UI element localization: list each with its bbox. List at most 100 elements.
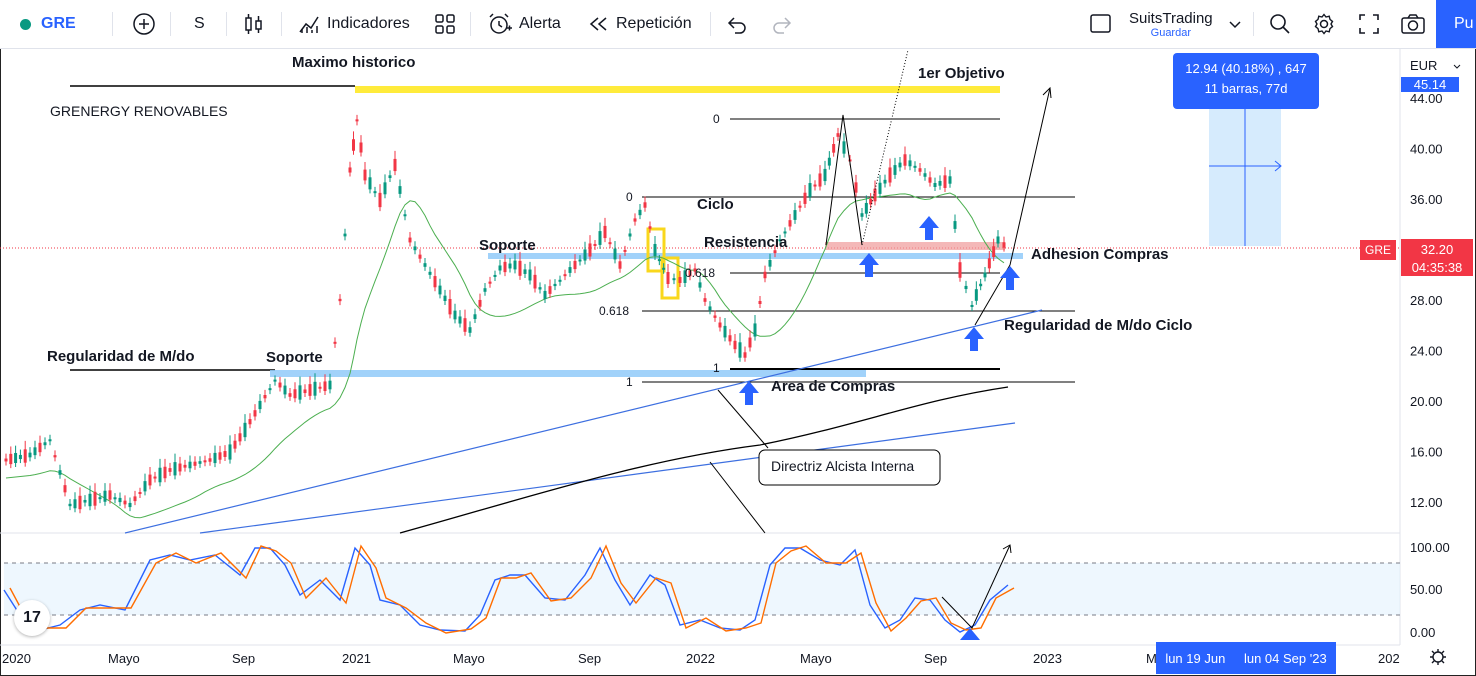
candles-icon [245, 14, 262, 34]
search-button[interactable] [1268, 0, 1292, 48]
time-axis[interactable]: 2020 Mayo Sep 2021 Mayo Sep 2022 Mayo Sep 2023 M 20… [2, 651, 1400, 666]
trendline-lower [199, 422, 1016, 534]
arrow-up-icon [1000, 266, 1020, 290]
projection-arrow [1042, 86, 1052, 99]
measure-line2: 11 barras, 77d [1204, 81, 1288, 96]
symbol-label: GRE [41, 15, 76, 32]
annotation-soporte2: Soporte [266, 349, 323, 366]
arrow-up-icon [964, 327, 984, 351]
fullscreen-button[interactable] [1358, 0, 1380, 48]
indicators-button[interactable]: Indicadores [297, 0, 410, 48]
annotation-max-hist: Maximo historico [292, 54, 415, 71]
settings-button[interactable] [1312, 0, 1336, 48]
date-range-start: lun 19 Jun [1165, 650, 1226, 666]
candles [4, 114, 1006, 514]
zigzag-line [825, 114, 863, 246]
dotted-projection [861, 49, 909, 246]
time-tick: M [1146, 651, 1157, 666]
time-tick: Mayo [108, 651, 140, 666]
time-tick: Sep [232, 651, 255, 666]
redo-icon [773, 17, 792, 34]
fullscreen-layout-toggle[interactable] [1089, 0, 1113, 48]
gear-icon [1432, 651, 1444, 663]
undo-icon [727, 17, 746, 34]
price-tick: 16.00 [1410, 444, 1443, 459]
layouts-button[interactable] [434, 0, 456, 48]
callout-line-2 [709, 461, 766, 534]
top-price-label: 45.14 [1401, 77, 1459, 92]
callout-line-1 [717, 389, 769, 449]
symbol-price-badge: GRE [1360, 240, 1396, 260]
divider [710, 12, 711, 36]
arrow-up-icon [919, 216, 939, 240]
layout-name-button[interactable]: SuitsTrading Guardar [1129, 0, 1213, 48]
top-toolbar: GRE S Indicadores Alerta Repetición Suit… [0, 0, 1476, 49]
search-icon [1270, 14, 1290, 34]
symbol-search[interactable]: GRE [20, 0, 76, 48]
osc-axis[interactable]: 100.00 50.00 0.00 [1410, 540, 1450, 640]
currency-label[interactable]: EUR [1410, 58, 1437, 73]
time-tick: 2022 [686, 651, 715, 666]
replay-button[interactable]: Repetición [588, 0, 692, 48]
annotation-soporte1: Soporte [479, 237, 536, 254]
fib-label-0b: 0 [626, 190, 633, 204]
time-tick: Mayo [453, 651, 485, 666]
alert-label: Alerta [519, 15, 561, 32]
indicators-icon [299, 16, 319, 33]
ma-50 [5, 192, 1005, 519]
countdown-label: 04:35:38 [1401, 258, 1473, 276]
gear-icon [1314, 13, 1334, 35]
stoch-d-line [9, 544, 1015, 634]
layout-menu-button[interactable] [1228, 0, 1242, 48]
settings-gear-small[interactable] [1430, 649, 1446, 665]
time-tick: 202 [1378, 651, 1400, 666]
price-tick: 28.00 [1410, 293, 1443, 308]
alarm-clock-icon [489, 13, 512, 34]
stoch-projection [941, 544, 1011, 629]
annotation-resistencia: Resistencia [704, 234, 788, 251]
divider [226, 12, 227, 36]
divider [281, 12, 282, 36]
price-tick: 44.00 [1410, 91, 1443, 106]
annotation-obj1: 1er Objetivo [918, 65, 1005, 82]
camera-icon [1401, 14, 1425, 34]
osc-tick: 100.00 [1410, 540, 1450, 555]
fib-label-618b: 0.618 [599, 304, 629, 318]
osc-tick: 50.00 [1410, 582, 1443, 597]
osc-tick: 0.00 [1410, 625, 1435, 640]
divider [470, 12, 471, 36]
undo-button[interactable] [726, 0, 748, 48]
price-tick: 24.00 [1410, 343, 1443, 358]
redo-button[interactable] [771, 0, 793, 48]
chart-type-button[interactable] [243, 0, 265, 48]
compare-button[interactable] [132, 0, 156, 48]
alert-button[interactable]: Alerta [487, 0, 561, 48]
price-tick: 20.00 [1410, 394, 1443, 409]
date-range-bar[interactable]: lun 19 Jun lun 04 Sep '23 [1156, 642, 1336, 674]
max-hist-band [355, 86, 1000, 93]
save-label: Guardar [1150, 26, 1191, 39]
measure-arrow [1274, 160, 1282, 172]
tradingview-logo-icon[interactable]: 17 [14, 600, 50, 636]
arrow-up-icon [859, 253, 879, 277]
price-chart[interactable]: Maximo historico 1er Objetivo Ciclo Sopo… [0, 48, 1476, 676]
price-axis[interactable]: 44.0040.0036.0032.0028.0024.0020.0016.00… [1410, 91, 1443, 510]
fib-label-0a: 0 [713, 112, 720, 126]
interval-button[interactable]: S [194, 0, 205, 48]
measure-tooltip: 12.94 (40.18%) , 647 11 barras, 77d [1173, 53, 1319, 109]
stoch-arrow-up-icon [960, 628, 980, 640]
time-tick: Sep [924, 651, 947, 666]
publish-button[interactable]: Pu [1436, 0, 1476, 48]
time-tick: Mayo [800, 651, 832, 666]
last-price-label: 32.20 [1401, 239, 1473, 259]
annotation-regularidad-ciclo: Regularidad de M/do Ciclo [1004, 317, 1192, 334]
annotation-regularidad: Regularidad de M/do [47, 348, 195, 365]
publish-label: Pu [1454, 15, 1474, 32]
company-name: GRENERGY RENOVABLES [50, 103, 228, 119]
fib-label-618a: 0.618 [685, 266, 715, 280]
annotation-adhesion: Adhesion Compras [1031, 246, 1169, 263]
indicators-label: Indicadores [327, 15, 410, 32]
pattern-box-2 [660, 256, 680, 300]
snapshot-button[interactable] [1400, 0, 1426, 48]
area-compras-band [270, 370, 866, 377]
